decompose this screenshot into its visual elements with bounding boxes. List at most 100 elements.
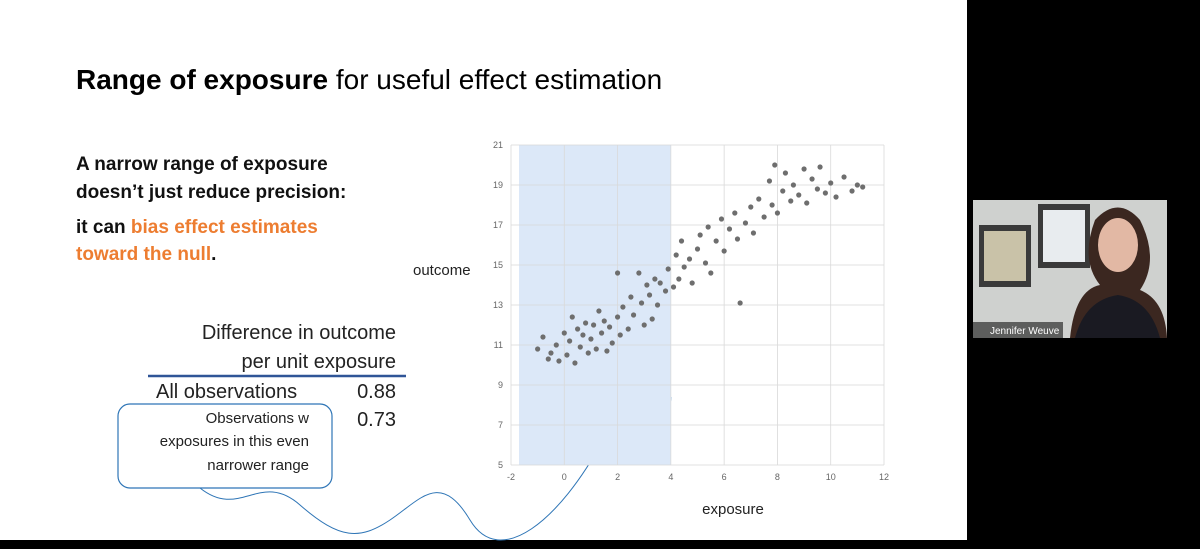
point xyxy=(782,170,789,176)
point xyxy=(652,276,658,282)
point xyxy=(567,338,573,344)
person-face xyxy=(1098,218,1138,272)
point xyxy=(609,340,615,346)
picture xyxy=(1043,210,1085,262)
point xyxy=(849,188,855,194)
point xyxy=(809,176,815,182)
point xyxy=(638,300,645,306)
text: Observations w xyxy=(206,410,310,427)
header: per unit exposure xyxy=(241,351,396,373)
x-tick-label: 8 xyxy=(775,472,780,482)
table: Difference in outcome per unit exposure … xyxy=(148,322,406,431)
point xyxy=(681,264,687,270)
y-tick-label: 17 xyxy=(493,220,503,230)
point xyxy=(545,356,551,362)
point xyxy=(678,238,685,244)
point xyxy=(708,270,714,276)
point xyxy=(641,322,647,328)
x-tick-label: 6 xyxy=(722,472,727,482)
point xyxy=(737,300,743,306)
point xyxy=(750,230,757,236)
point xyxy=(577,344,583,350)
x-axis-label: exposure xyxy=(702,501,764,518)
point xyxy=(734,236,741,242)
cell: 0.88 xyxy=(357,381,396,403)
y-tick-label: 21 xyxy=(493,140,503,150)
participant-name: Jennifer Weuve xyxy=(990,326,1060,337)
point xyxy=(694,246,701,252)
point xyxy=(766,178,773,184)
slide-title: Range of exposure for useful effect esti… xyxy=(76,64,662,95)
point xyxy=(535,346,541,352)
point xyxy=(654,302,661,308)
point xyxy=(630,312,637,318)
point xyxy=(748,204,754,210)
point xyxy=(657,280,663,286)
point xyxy=(606,324,613,330)
point xyxy=(604,348,610,354)
point xyxy=(585,350,591,356)
point xyxy=(580,332,586,338)
point xyxy=(841,174,847,180)
point xyxy=(569,314,575,320)
point xyxy=(617,332,623,338)
y-tick-label: 11 xyxy=(494,340,503,350)
arrow xyxy=(199,439,604,541)
point xyxy=(769,202,775,208)
y-axis-label: outcome xyxy=(413,262,471,279)
person-shirt xyxy=(1075,295,1160,338)
y-tick-label: 15 xyxy=(493,260,503,270)
text: it can bias effect estimates xyxy=(76,217,318,238)
point xyxy=(596,308,602,314)
point xyxy=(689,280,695,286)
cell: 0.73 xyxy=(357,409,396,431)
x-tick-label: 10 xyxy=(826,472,836,482)
y-tick-label: 13 xyxy=(493,300,503,310)
point xyxy=(575,326,581,332)
point xyxy=(742,220,749,226)
point xyxy=(598,330,605,336)
point xyxy=(649,316,655,322)
text: toward the null. xyxy=(76,244,216,265)
x-tick-label: 2 xyxy=(615,472,620,482)
y-tick-label: 5 xyxy=(498,460,503,470)
point xyxy=(860,184,866,190)
video-tile: Jennifer Weuve xyxy=(973,200,1167,338)
point xyxy=(593,346,599,352)
point xyxy=(788,198,794,204)
y-tick-label: 19 xyxy=(493,180,503,190)
y-tick-label: 7 xyxy=(498,420,503,430)
point xyxy=(833,194,839,200)
text: narrower range xyxy=(207,457,309,474)
point xyxy=(588,336,594,342)
picture xyxy=(984,231,1026,281)
header: Difference in outcome xyxy=(202,322,396,344)
text: A narrow range of exposure xyxy=(76,154,328,175)
text: exposures in this even xyxy=(160,433,309,450)
point xyxy=(804,200,810,206)
point xyxy=(572,360,578,366)
point xyxy=(556,358,562,364)
point xyxy=(561,330,567,336)
point xyxy=(553,342,559,348)
chart: 5 7 9 11 13 15 17 19 21 -2 0 2 4 6 8 10 12 xyxy=(493,140,889,482)
point xyxy=(705,224,711,230)
point xyxy=(628,294,634,300)
point xyxy=(702,260,709,266)
point xyxy=(814,186,820,192)
point xyxy=(620,304,626,310)
point xyxy=(756,196,762,202)
point xyxy=(670,284,677,290)
point xyxy=(540,334,546,340)
point xyxy=(601,318,607,324)
cell: All observations xyxy=(156,381,297,403)
point xyxy=(790,182,797,188)
point xyxy=(583,320,589,326)
point xyxy=(614,314,621,320)
callout-box xyxy=(117,403,333,489)
x-tick-label: 4 xyxy=(668,472,673,482)
point xyxy=(796,192,802,198)
point xyxy=(713,238,719,244)
point xyxy=(854,182,860,188)
point xyxy=(673,252,679,258)
